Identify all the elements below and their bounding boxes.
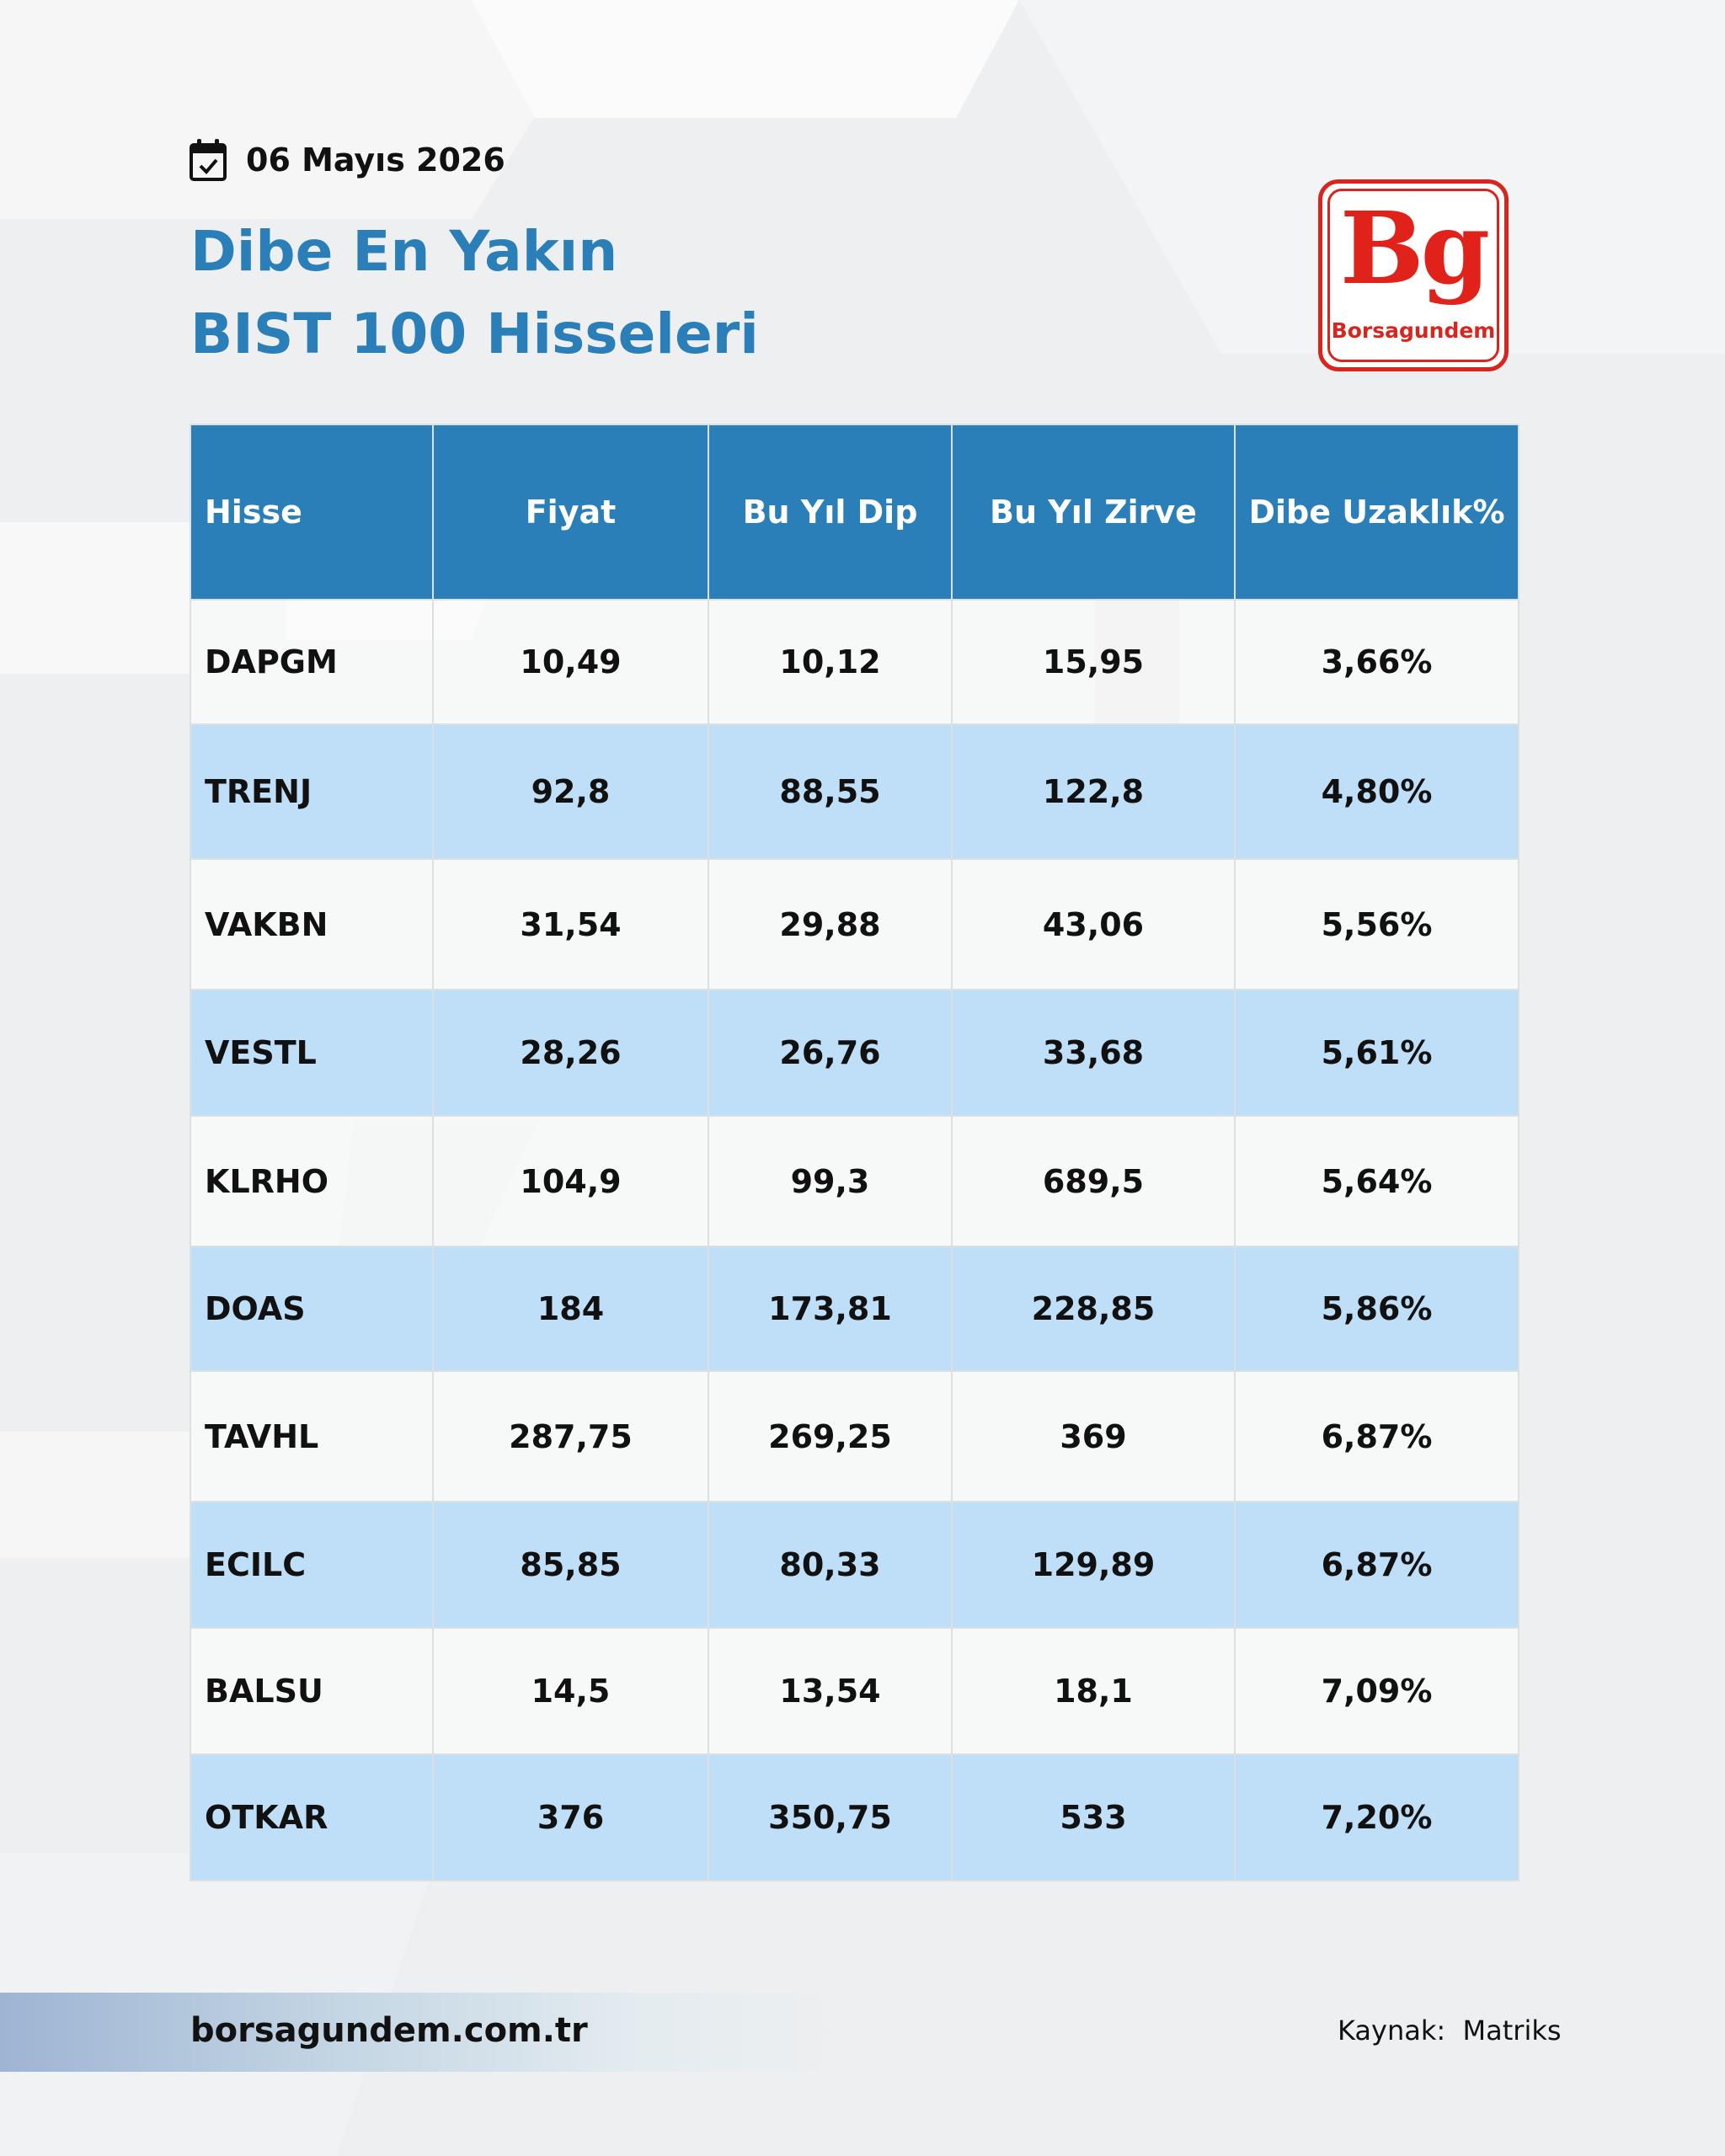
table-row: DOAS 184 173,81 228,85 5,86%	[190, 1246, 1519, 1372]
borsagundem-logo: Bg Borsagundem	[1318, 179, 1509, 371]
stocks-table: Hisse Fiyat Bu Yıl Dip Bu Yıl Zirve Dibe…	[190, 424, 1519, 1881]
cell-hisse: DOAS	[190, 1246, 434, 1372]
cell-hisse: TRENJ	[190, 723, 434, 860]
cell-hisse: KLRHO	[190, 1115, 434, 1247]
date-text: 06 Mayıs 2026	[246, 141, 505, 179]
logo-mark: Bg	[1339, 189, 1490, 307]
cell-fiyat: 85,85	[432, 1501, 709, 1629]
cell-fiyat: 31,54	[432, 858, 709, 990]
cell-uzaklik: 6,87%	[1234, 1501, 1519, 1629]
table-header-row: Hisse Fiyat Bu Yıl Dip Bu Yıl Zirve Dibe…	[190, 424, 1519, 600]
cell-fiyat: 287,75	[432, 1370, 709, 1502]
cell-dip: 10,12	[708, 599, 953, 725]
source-note: Kaynak: Matriks	[1338, 2015, 1562, 2047]
logo-name: Borsagundem	[1331, 318, 1496, 343]
title-line-1: Dibe En Yakın	[190, 219, 618, 284]
cell-dip: 29,88	[708, 858, 953, 990]
cell-hisse: VAKBN	[190, 858, 434, 990]
cell-hisse: BALSU	[190, 1627, 434, 1755]
cell-dip: 350,75	[708, 1753, 953, 1881]
table-row: BALSU 14,5 13,54 18,1 7,09%	[190, 1627, 1519, 1755]
date-header: 06 Mayıs 2026	[189, 136, 505, 184]
table-row: DAPGM 10,49 10,12 15,95 3,66%	[190, 599, 1519, 725]
cell-hisse: VESTL	[190, 989, 434, 1117]
header-dibe-uzaklik: Dibe Uzaklık%	[1234, 424, 1519, 600]
cell-fiyat: 28,26	[432, 989, 709, 1117]
table-row: VAKBN 31,54 29,88 43,06 5,56%	[190, 858, 1519, 990]
cell-zirve: 369	[951, 1370, 1236, 1502]
cell-zirve: 129,89	[951, 1501, 1236, 1629]
cell-uzaklik: 5,86%	[1234, 1246, 1519, 1372]
logo-frame	[1327, 189, 1499, 362]
cell-hisse: ECILC	[190, 1501, 434, 1629]
cell-zirve: 33,68	[951, 989, 1236, 1117]
table-row: TAVHL 287,75 269,25 369 6,87%	[190, 1370, 1519, 1502]
cell-uzaklik: 6,87%	[1234, 1370, 1519, 1502]
cell-zirve: 18,1	[951, 1627, 1236, 1755]
header-hisse: Hisse	[190, 424, 434, 600]
table-row: OTKAR 376 350,75 533 7,20%	[190, 1753, 1519, 1881]
cell-zirve: 122,8	[951, 723, 1236, 860]
cell-fiyat: 92,8	[432, 723, 709, 860]
cell-uzaklik: 4,80%	[1234, 723, 1519, 860]
cell-dip: 173,81	[708, 1246, 953, 1372]
cell-fiyat: 104,9	[432, 1115, 709, 1247]
cell-dip: 80,33	[708, 1501, 953, 1629]
cell-zirve: 15,95	[951, 599, 1236, 725]
cell-dip: 88,55	[708, 723, 953, 860]
cell-uzaklik: 5,64%	[1234, 1115, 1519, 1247]
table-row: VESTL 28,26 26,76 33,68 5,61%	[190, 989, 1519, 1117]
cell-hisse: DAPGM	[190, 599, 434, 725]
header-bu-yil-zirve: Bu Yıl Zirve	[951, 424, 1236, 600]
cell-fiyat: 376	[432, 1753, 709, 1881]
cell-dip: 13,54	[708, 1627, 953, 1755]
cell-uzaklik: 7,09%	[1234, 1627, 1519, 1755]
table-row: TRENJ 92,8 88,55 122,8 4,80%	[190, 723, 1519, 860]
cell-uzaklik: 5,61%	[1234, 989, 1519, 1117]
cell-uzaklik: 3,66%	[1234, 599, 1519, 725]
footer-band	[0, 1993, 851, 2072]
cell-dip: 269,25	[708, 1370, 953, 1502]
cell-dip: 26,76	[708, 989, 953, 1117]
table-row: ECILC 85,85 80,33 129,89 6,87%	[190, 1501, 1519, 1629]
cell-fiyat: 14,5	[432, 1627, 709, 1755]
table-row: KLRHO 104,9 99,3 689,5 5,64%	[190, 1115, 1519, 1247]
title-line-2: BIST 100 Hisseleri	[190, 302, 759, 366]
cell-hisse: OTKAR	[190, 1753, 434, 1881]
cell-zirve: 228,85	[951, 1246, 1236, 1372]
cell-hisse: TAVHL	[190, 1370, 434, 1502]
cell-uzaklik: 7,20%	[1234, 1753, 1519, 1881]
cell-uzaklik: 5,56%	[1234, 858, 1519, 990]
header-bu-yil-dip: Bu Yıl Dip	[708, 424, 953, 600]
cell-zirve: 689,5	[951, 1115, 1236, 1247]
cell-fiyat: 184	[432, 1246, 709, 1372]
cell-dip: 99,3	[708, 1115, 953, 1247]
page-title: Dibe En Yakın BIST 100 Hisseleri	[190, 211, 759, 376]
cell-fiyat: 10,49	[432, 599, 709, 725]
cell-zirve: 43,06	[951, 858, 1236, 990]
website-link[interactable]: borsagundem.com.tr	[190, 2011, 588, 2050]
cell-zirve: 533	[951, 1753, 1236, 1881]
calendar-check-icon	[190, 139, 227, 181]
header-fiyat: Fiyat	[432, 424, 709, 600]
